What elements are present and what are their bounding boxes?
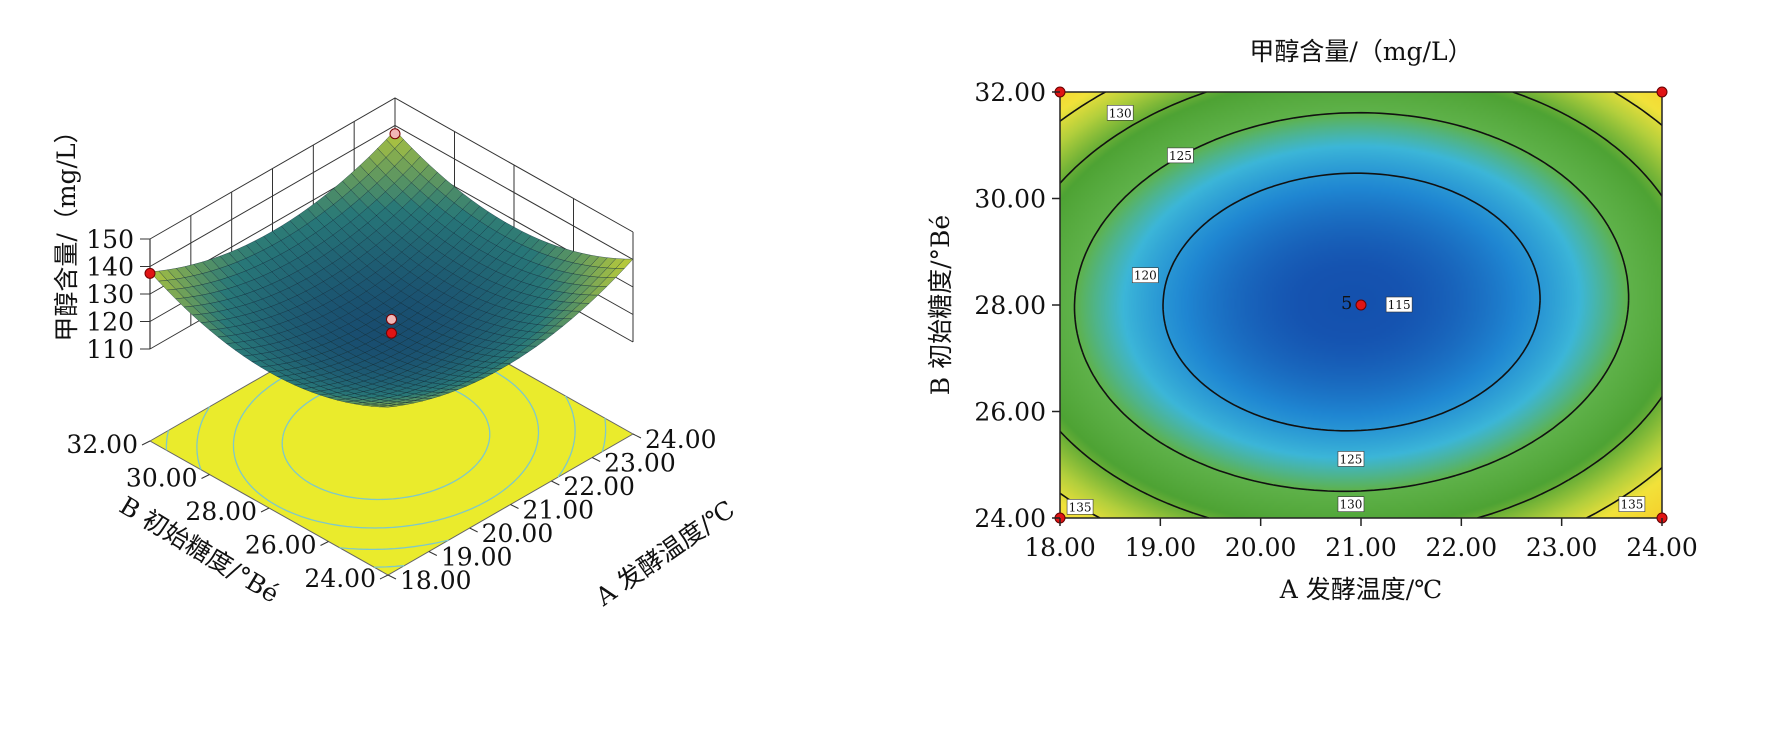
contour-level-labels: 130 125 120 115 125 130 135 135 bbox=[1066, 105, 1646, 515]
contour-x-tick-label: 18.00 bbox=[1024, 533, 1096, 562]
surface-z-tick-label: 130 bbox=[86, 280, 134, 309]
surface-z-tick-label: 110 bbox=[86, 335, 134, 364]
contour-level-label: 135 bbox=[1069, 500, 1092, 514]
contour-tick-labels: 18.00 19.00 20.00 21.00 22.00 23.00 24.00 24.00… bbox=[974, 78, 1697, 562]
surface-b-tick-label: 30.00 bbox=[126, 464, 198, 493]
contour-y-tick-label: 28.00 bbox=[974, 291, 1046, 320]
surface-design-points bbox=[144, 128, 401, 339]
z-grid-line bbox=[149, 97, 634, 240]
contour-y-tick-label: 32.00 bbox=[974, 78, 1046, 107]
contour-label-box bbox=[1337, 496, 1365, 512]
surface-a-tick-label: 20.00 bbox=[482, 519, 554, 548]
contour-label-box bbox=[1167, 147, 1194, 164]
response-surface-panel: 150 140 130 120 110 24.00 26.00 28.00 30.00 32.00… bbox=[25, 0, 825, 715]
contour-label-box bbox=[1337, 451, 1365, 467]
surface-a-tick-label: 24.00 bbox=[645, 425, 717, 454]
contour-title: 甲醇含量/（mg/L） bbox=[1249, 37, 1472, 66]
surface-a-tick-mark bbox=[591, 457, 601, 462]
contour-x-tick-label: 19.00 bbox=[1125, 533, 1197, 562]
surface-z-tick-label: 150 bbox=[86, 225, 134, 254]
contour-y-tick-label: 30.00 bbox=[974, 185, 1046, 214]
contour-y-tick-label: 26.00 bbox=[974, 398, 1046, 427]
contour-x-tick-label: 23.00 bbox=[1526, 533, 1598, 562]
surface-design-point bbox=[389, 128, 401, 140]
contour-level-label: 130 bbox=[1340, 498, 1363, 512]
contour-y-axis-title: B 初始糖度/°Bé bbox=[926, 215, 955, 395]
contour-design-point bbox=[1355, 299, 1367, 311]
surface-b-tick-mark bbox=[141, 440, 151, 446]
contour-label-box bbox=[1066, 499, 1094, 515]
contour-x-tick-label: 24.00 bbox=[1626, 533, 1698, 562]
surface-b-tick-label: 32.00 bbox=[66, 430, 138, 459]
surface-b-tick-label: 28.00 bbox=[185, 497, 257, 526]
contour-line-120 bbox=[1162, 172, 1541, 432]
contour-label-box bbox=[1131, 267, 1159, 284]
contour-x-tick-label: 21.00 bbox=[1325, 533, 1397, 562]
contour-level-label: 125 bbox=[1340, 452, 1363, 466]
contour-level-label: 130 bbox=[1109, 106, 1132, 120]
surface-a-tick-label: 23.00 bbox=[604, 449, 676, 478]
surface-a-tick-label: 22.00 bbox=[563, 472, 635, 501]
surface-b-tick-label: 24.00 bbox=[304, 564, 376, 593]
contour-x-axis-title: A 发酵温度/℃ bbox=[1279, 575, 1442, 604]
surface-b-tick-mark bbox=[379, 574, 389, 580]
surface-cell bbox=[615, 258, 634, 269]
surface-z-tick-label: 140 bbox=[86, 253, 134, 282]
contour-x-tick-label: 22.00 bbox=[1426, 533, 1498, 562]
surface-b-tick-label: 26.00 bbox=[245, 531, 317, 560]
surface-b-tick-mark bbox=[320, 541, 329, 546]
contour-y-tick-label: 24.00 bbox=[974, 504, 1046, 533]
surface-b-tick-mark bbox=[260, 507, 270, 513]
surface-mesh bbox=[149, 130, 634, 408]
surface-a-tick-mark bbox=[632, 433, 642, 439]
contour-label-box bbox=[1618, 496, 1646, 512]
contour-x-tick-label: 20.00 bbox=[1225, 533, 1297, 562]
contour-label-box bbox=[1106, 105, 1134, 121]
contour-lines bbox=[1060, 92, 1662, 518]
contour-label-box bbox=[1385, 296, 1413, 313]
surface-design-point bbox=[386, 327, 397, 339]
surface-a-tick-mark bbox=[510, 504, 519, 509]
contour-level-label: 120 bbox=[1134, 269, 1157, 283]
contour-design-point bbox=[1656, 86, 1668, 98]
contour-chart: 甲醇含量/（mg/L） 130 125 120 115 125 130 135 135 5 1… bbox=[926, 37, 1698, 604]
surface-a-tick-mark bbox=[428, 551, 438, 556]
floor-contour-120 bbox=[281, 377, 491, 501]
surface-a-tick-mark bbox=[551, 480, 560, 486]
contour-line-130 bbox=[1060, 92, 1662, 518]
surface-a-tick-label: 19.00 bbox=[441, 543, 513, 572]
surface-b-tick-mark bbox=[201, 474, 210, 479]
surface-a-axis-title: A 发酵温度/℃ bbox=[589, 495, 739, 612]
surface-a-tick-label: 21.00 bbox=[523, 496, 595, 525]
center-point-count-label: 5 bbox=[1341, 293, 1352, 314]
contour-level-label: 115 bbox=[1388, 298, 1411, 312]
contour-level-label: 135 bbox=[1620, 498, 1643, 512]
surface-a-tick-label: 18.00 bbox=[400, 566, 472, 595]
surface-design-point bbox=[144, 267, 156, 279]
surface-z-tick-label: 120 bbox=[86, 308, 134, 337]
surface-z-axis-title: 甲醇含量/（mg/L） bbox=[52, 118, 81, 341]
contour-level-label: 125 bbox=[1169, 149, 1192, 163]
surface-design-point bbox=[386, 313, 397, 325]
z-grid-line bbox=[149, 124, 634, 267]
contour-panel: 甲醇含量/（mg/L） 130 125 120 115 125 130 135 135 5 1… bbox=[915, 30, 1720, 700]
surface-a-tick-mark bbox=[387, 574, 397, 580]
surface-a-tick-mark bbox=[469, 527, 478, 533]
